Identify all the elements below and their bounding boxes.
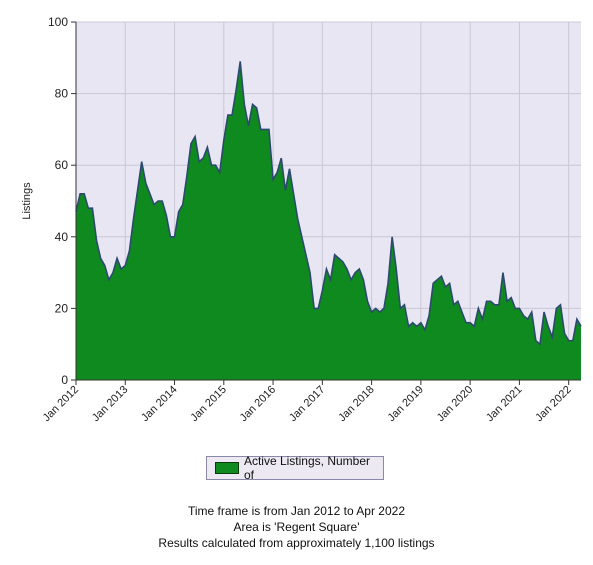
results-note: Results calculated from approximately 1,… bbox=[158, 536, 435, 550]
x-tick-label: Jan 2018 bbox=[336, 384, 376, 424]
x-tick-label: Jan 2016 bbox=[238, 384, 278, 424]
x-tick-label: Jan 2013 bbox=[90, 384, 130, 424]
y-tick-label: 20 bbox=[55, 301, 69, 315]
x-tick-label: Jan 2019 bbox=[386, 384, 426, 424]
legend-label: Active Listings, Number of bbox=[243, 454, 370, 482]
y-tick-label: 60 bbox=[55, 158, 69, 172]
axes bbox=[75, 22, 581, 381]
x-tick-label: Jan 2021 bbox=[484, 384, 524, 424]
timeframe-note: Time frame is from Jan 2012 to Apr 2022 bbox=[188, 504, 405, 518]
x-axis-ticks: Jan 2012 Jan 2013 Jan 2014 Jan 2015 Jan 2016… bbox=[41, 380, 574, 424]
x-tick-label: Jan 2014 bbox=[139, 384, 179, 424]
area-note: Area is 'Regent Square' bbox=[233, 520, 360, 534]
y-tick-label: 40 bbox=[55, 230, 69, 244]
footer-notes: Time frame is from Jan 2012 to Apr 2022 … bbox=[0, 503, 593, 551]
x-tick-label: Jan 2012 bbox=[41, 384, 81, 424]
legend: Active Listings, Number of bbox=[206, 454, 384, 482]
x-tick-label: Jan 2017 bbox=[287, 384, 327, 424]
series-area-active-listings bbox=[76, 61, 581, 380]
series-line-active-listings bbox=[75, 61, 582, 346]
y-tick-label: 80 bbox=[55, 87, 69, 101]
legend-swatch bbox=[215, 462, 239, 474]
x-tick-label: Jan 2022 bbox=[533, 384, 573, 424]
y-tick-label: 100 bbox=[48, 15, 68, 29]
y-axis-ticks: 0 20 40 60 80 100 bbox=[48, 15, 76, 387]
y-axis-label: Listings bbox=[21, 182, 33, 220]
y-tick-label: 0 bbox=[61, 373, 68, 387]
x-tick-label: Jan 2020 bbox=[435, 384, 475, 424]
x-tick-label: Jan 2015 bbox=[188, 384, 228, 424]
